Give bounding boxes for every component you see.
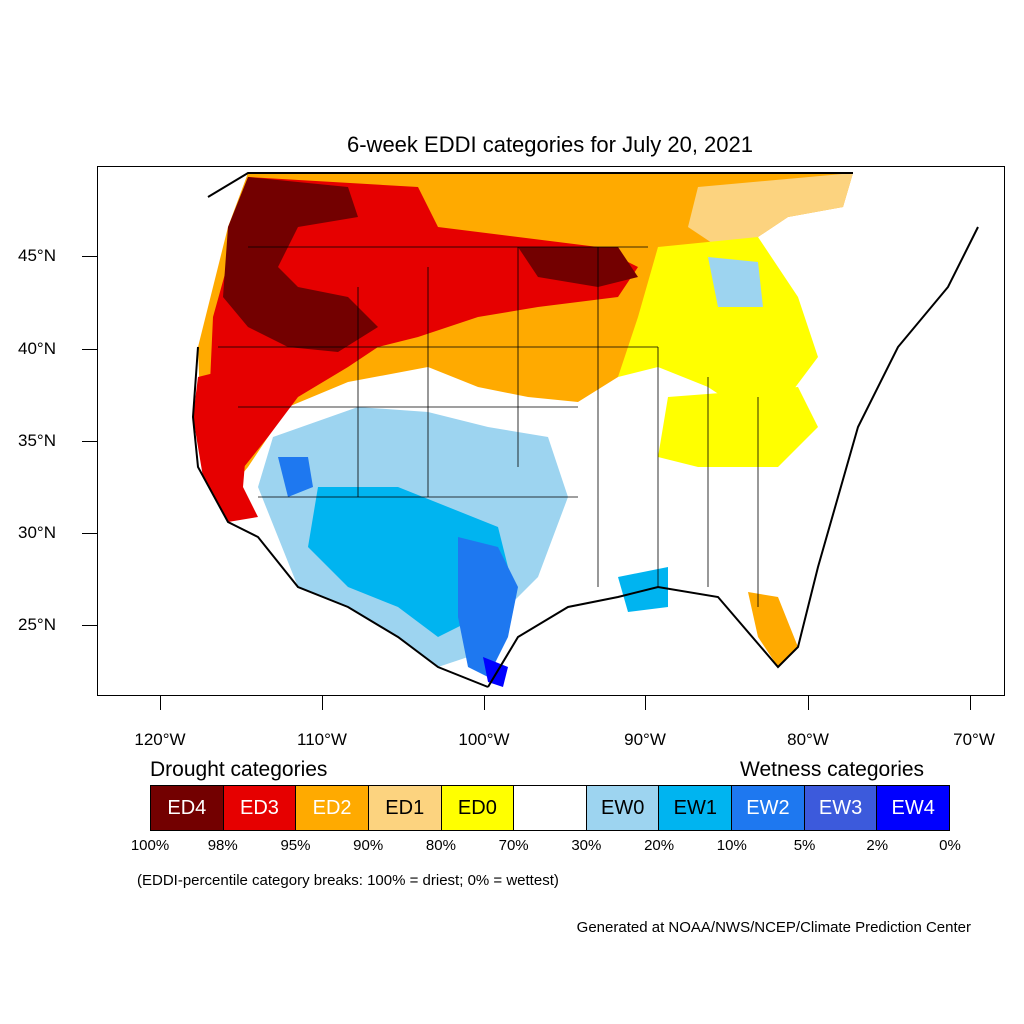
legend-break-label: 70% — [498, 837, 529, 854]
region-ew2-arizona — [278, 457, 313, 497]
lat-label-40: 40°N — [18, 339, 56, 358]
legend-cell-ew4: EW4 — [877, 786, 950, 830]
lon-tick — [970, 696, 971, 710]
lon-label-120: 120°W — [134, 730, 186, 749]
legend-cell-ed0: ED0 — [441, 786, 515, 830]
legend-colorbar: ED4 ED3 ED2 ED1 ED0 EW0 EW1 EW2 EW3 EW4 — [150, 785, 950, 831]
lat-tick — [82, 533, 97, 534]
region-ed2-florida — [748, 592, 798, 667]
lat-label-30: 30°N — [18, 523, 56, 542]
category-note: (EDDI-percentile category breaks: 100% =… — [137, 872, 559, 889]
lat-tick — [82, 625, 97, 626]
legend-break-label: 95% — [280, 837, 311, 854]
region-ew2-texas — [458, 537, 518, 677]
legend-cell-ew0: EW0 — [586, 786, 660, 830]
region-ed4-plains — [518, 247, 638, 287]
lat-label-45: 45°N — [18, 246, 56, 265]
lon-tick — [322, 696, 323, 710]
lon-label-80: 80°W — [787, 730, 829, 749]
legend-cell-ew1: EW1 — [659, 786, 733, 830]
lon-label-100: 100°W — [458, 730, 510, 749]
legend-break-label: 10% — [716, 837, 747, 854]
legend-break-label: 0% — [939, 837, 961, 854]
legend-break-label: 5% — [793, 837, 816, 854]
legend-break-label: 30% — [571, 837, 602, 854]
lon-tick — [160, 696, 161, 710]
legend-cell-neutral — [514, 786, 587, 830]
eddi-map — [97, 166, 1005, 696]
legend-break-label: 98% — [207, 837, 238, 854]
map-title: 6-week EDDI categories for July 20, 2021 — [347, 132, 753, 157]
lat-label-25: 25°N — [18, 615, 56, 634]
lon-tick — [645, 696, 646, 710]
lat-tick — [82, 349, 97, 350]
drought-heading: Drought categories — [150, 758, 328, 781]
map-canvas — [191, 172, 979, 688]
wetness-heading: Wetness categories — [740, 758, 925, 781]
region-ed4-northwest — [223, 177, 378, 352]
legend-break-label: 90% — [353, 837, 384, 854]
region-ew1-gulf — [618, 567, 668, 612]
lon-label-110: 110°W — [297, 730, 347, 749]
lon-tick — [484, 696, 485, 710]
legend-cell-ew3: EW3 — [804, 786, 878, 830]
legend-break-label: 20% — [644, 837, 675, 854]
legend-break-label: 100% — [130, 837, 170, 854]
lat-tick — [82, 256, 97, 257]
lat-label-35: 35°N — [18, 431, 56, 450]
region-ed1-northeast — [688, 173, 853, 247]
region-ed3-california — [193, 367, 258, 522]
state-lines — [218, 246, 759, 607]
lat-tick — [82, 441, 97, 442]
region-ed0-greatlakes — [618, 237, 818, 407]
region-ew0-northeast — [708, 257, 763, 307]
legend-cell-ew2: EW2 — [732, 786, 805, 830]
credit-text: Generated at NOAA/NWS/NCEP/Climate Predi… — [576, 919, 971, 936]
lon-label-70: 70°W — [953, 730, 995, 749]
legend-cell-ed4: ED4 — [151, 786, 224, 830]
legend-cell-ed2: ED2 — [296, 786, 369, 830]
lon-label-90: 90°W — [624, 730, 666, 749]
legend-break-label: 80% — [425, 837, 456, 854]
region-ed0-ohio — [658, 387, 818, 467]
legend-cell-ed3: ED3 — [223, 786, 297, 830]
lon-tick — [808, 696, 809, 710]
legend-break-label: 2% — [866, 837, 889, 854]
legend-cell-ed1: ED1 — [368, 786, 442, 830]
us-outline — [191, 172, 979, 688]
